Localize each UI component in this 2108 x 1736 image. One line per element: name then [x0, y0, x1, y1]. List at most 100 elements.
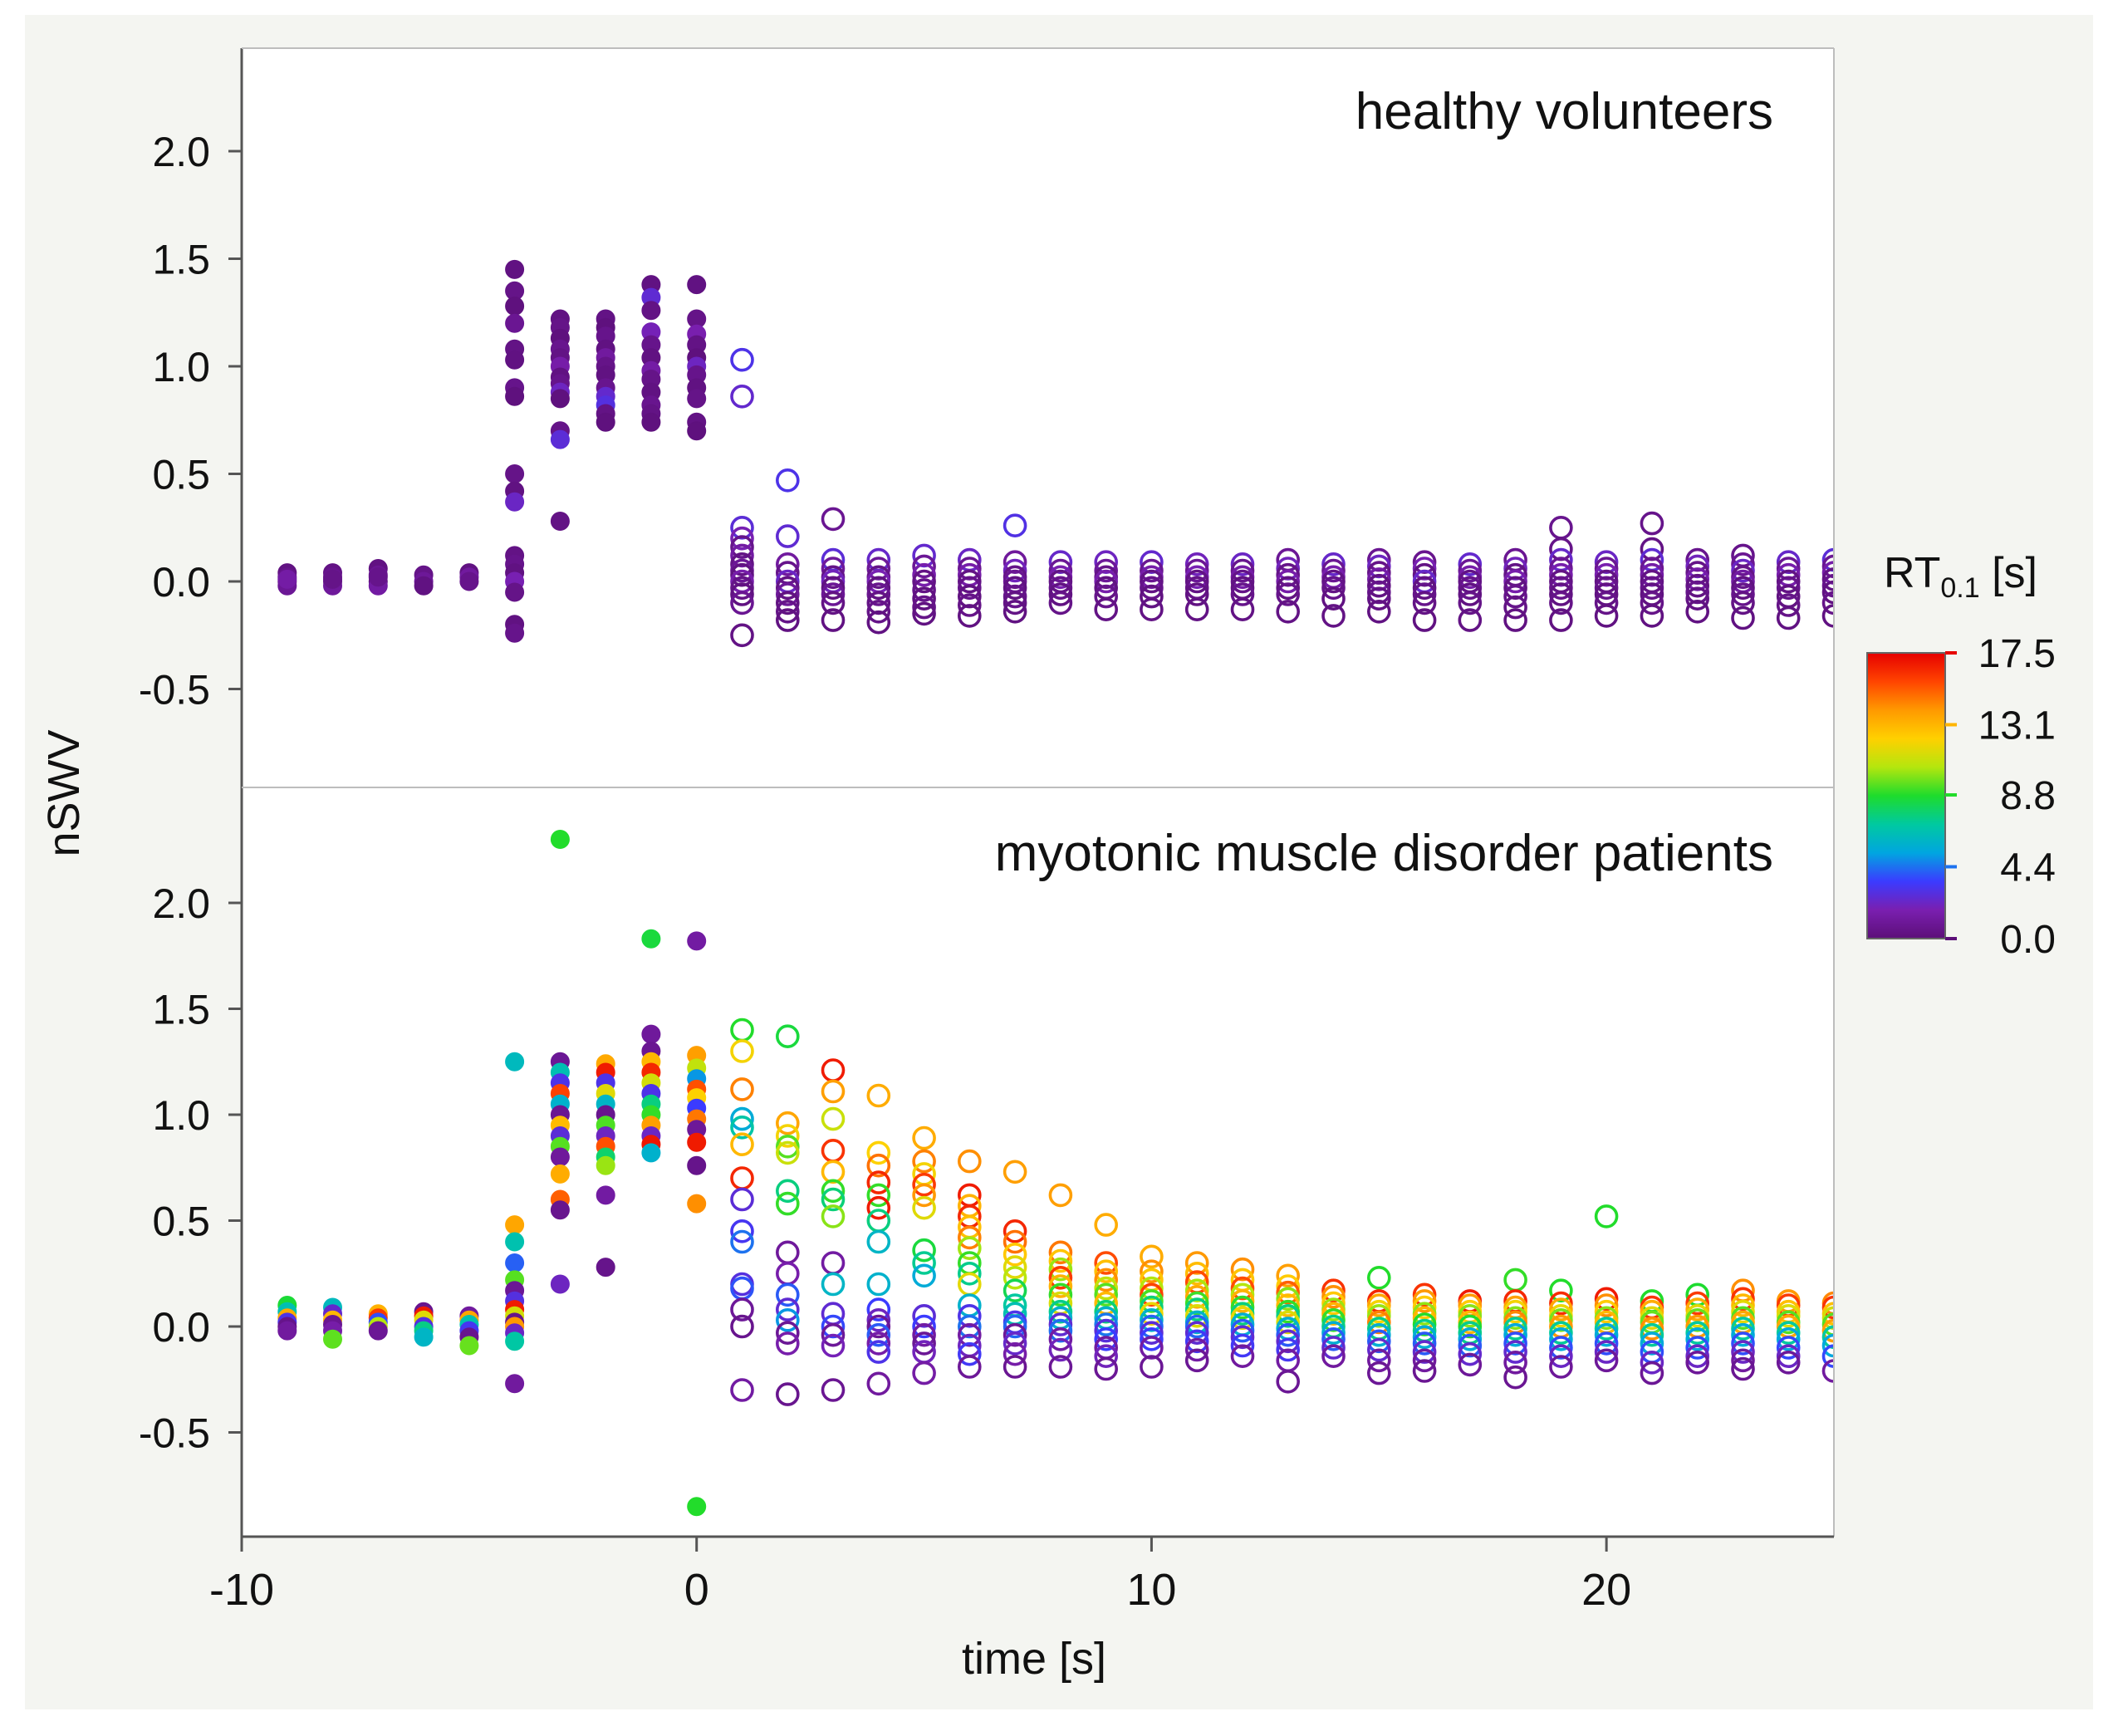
data-point: [730, 1378, 754, 1402]
data-point: [550, 429, 570, 449]
data-point: [1003, 1229, 1027, 1254]
colorbar-title-subscript: 0.1: [1940, 572, 1979, 604]
data-point: [1230, 582, 1255, 606]
data-point: [1276, 1274, 1300, 1298]
colorbar-tick-label: 8.8: [2000, 774, 2056, 818]
data-point: [1048, 1327, 1073, 1351]
data-point: [505, 1374, 525, 1394]
data-point: [1640, 1331, 1664, 1356]
data-point: [1503, 584, 1527, 609]
data-point: [1821, 604, 1834, 628]
data-point: [1003, 1255, 1027, 1279]
data-point: [866, 1272, 891, 1297]
x-tick-label: -10: [209, 1565, 274, 1615]
data-point: [1184, 1291, 1209, 1316]
data-point: [1731, 582, 1755, 606]
data-point: [775, 608, 800, 632]
y-tick-label: 0.5: [152, 1199, 210, 1245]
data-point: [775, 524, 800, 548]
data-point: [1276, 1287, 1300, 1312]
data-point: [1685, 1297, 1709, 1322]
data-point: [1821, 591, 1834, 615]
data-point: [1412, 1282, 1437, 1307]
data-point: [1776, 569, 1801, 594]
data-point: [641, 1024, 661, 1044]
data-point: [277, 569, 297, 589]
data-point: [1821, 1333, 1834, 1358]
data-point: [730, 552, 754, 576]
data-point: [821, 1272, 846, 1297]
data-point: [1549, 608, 1573, 632]
panel-title-healthy: healthy volunteers: [1355, 83, 1773, 140]
data-point: [866, 1314, 891, 1339]
data-point: [1412, 591, 1437, 615]
data-point: [866, 1322, 891, 1347]
data-point: [775, 1124, 800, 1148]
data-point: [1140, 1295, 1164, 1320]
data-point: [1140, 1308, 1164, 1332]
data-point: [821, 1160, 846, 1184]
x-tick-label: 20: [1581, 1565, 1631, 1615]
data-point: [1594, 1293, 1619, 1317]
data-point: [1594, 1299, 1619, 1324]
data-point: [1458, 582, 1483, 606]
data-point: [1230, 569, 1255, 594]
data-point: [1230, 1295, 1255, 1320]
data-point: [912, 1183, 936, 1208]
data-point: [1549, 1336, 1573, 1360]
y-tick-label: 1.5: [152, 237, 210, 283]
data-point: [1367, 599, 1391, 624]
data-point: [821, 1322, 846, 1347]
data-point: [1821, 1325, 1834, 1350]
data-point: [1140, 584, 1164, 609]
data-point: [1594, 1331, 1619, 1356]
data-point: [414, 1327, 434, 1347]
data-point: [1640, 1317, 1664, 1341]
data-point: [1276, 599, 1300, 624]
data-point: [730, 1297, 754, 1322]
data-point: [1685, 573, 1709, 598]
data-point: [1321, 1278, 1346, 1302]
data-point: [912, 1263, 936, 1288]
data-point: [912, 1238, 936, 1263]
data-point: [1048, 582, 1073, 606]
data-point: [1458, 558, 1483, 583]
data-point: [1094, 1312, 1118, 1336]
data-point: [1184, 1251, 1209, 1275]
y-tick-label: 0.5: [152, 452, 210, 498]
data-point: [730, 582, 754, 606]
data-point: [730, 1077, 754, 1101]
data-point: [1821, 547, 1834, 572]
data-point: [1458, 1314, 1483, 1339]
data-point: [1503, 1365, 1527, 1390]
data-point: [730, 1132, 754, 1156]
data-point: [1412, 1312, 1437, 1336]
data-point: [1003, 1219, 1027, 1243]
data-point: [866, 582, 891, 606]
data-point: [1003, 576, 1027, 601]
colorbar-title-main: RT: [1884, 549, 1940, 597]
data-point: [1731, 606, 1755, 630]
data-point: [775, 1308, 800, 1332]
data-point: [368, 567, 388, 587]
data-point: [775, 1331, 800, 1356]
data-point: [1094, 1251, 1118, 1275]
data-point: [1321, 1321, 1346, 1345]
data-point: [1184, 558, 1209, 583]
data-point: [775, 1282, 800, 1307]
data-point: [1048, 1183, 1073, 1208]
data-point: [1412, 608, 1437, 632]
data-point: [730, 384, 754, 409]
data-point: [1048, 576, 1073, 601]
data-point: [775, 1024, 800, 1048]
data-point: [1048, 558, 1073, 583]
data-point: [550, 830, 570, 849]
data-point: [866, 610, 891, 635]
data-point: [775, 1135, 800, 1159]
y-tick-label: 0.0: [152, 559, 210, 606]
y-axis-label: nSWV: [39, 729, 89, 856]
data-point: [958, 1149, 982, 1174]
data-point: [1003, 1322, 1027, 1347]
data-point: [596, 1155, 615, 1175]
